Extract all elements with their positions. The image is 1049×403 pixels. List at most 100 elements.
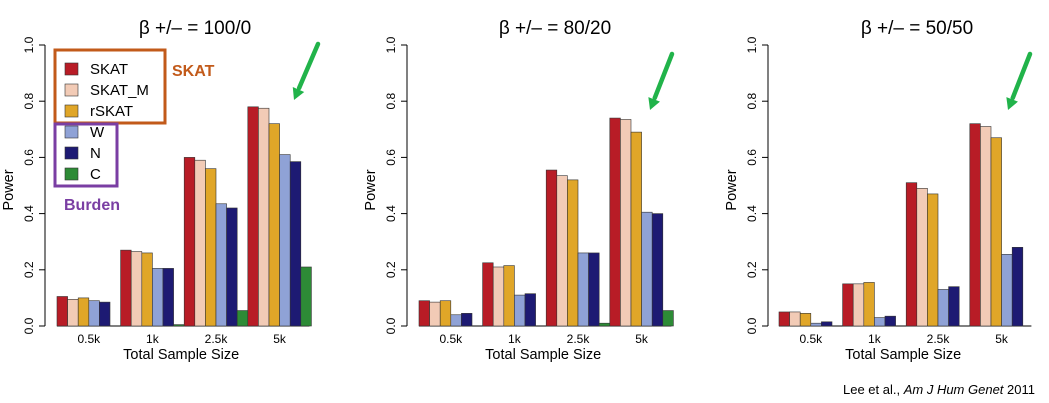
y-tick-label: 0.4 [384,205,398,222]
chart-title: β +/– = 80/20 [499,18,611,39]
bar-skat [56,296,68,327]
bar-n [1011,247,1024,327]
y-tick-label: 0.2 [745,261,759,278]
bar-skat-m [852,283,865,327]
x-tick-label: 5k [995,332,1009,346]
bar-skat [120,249,132,327]
y-tick-label: 0.0 [745,317,759,334]
highlight-arrow-head [292,87,305,100]
citation-year: 2011 [1003,382,1035,397]
legend-swatch-skat [64,62,79,76]
y-axis-label: Power [363,169,379,210]
y-axis-label: Power [1,169,17,210]
bar-c [598,322,611,327]
x-tick-label: 5k [273,332,287,346]
bar-skat [418,300,430,327]
chart-title: β +/– = 50/50 [861,18,973,39]
y-tick-label: 0.0 [384,317,398,334]
bar-n [524,293,536,327]
bar-skat-m [258,107,270,327]
highlight-arrow [1010,51,1033,101]
chart-title: β +/– = 100/0 [139,18,251,39]
bar-c [300,266,312,327]
x-tick-label: 1k [146,332,160,346]
bar-w [810,322,822,327]
bar-w [577,252,589,327]
bar-skat [778,311,790,327]
bar-rskat [630,131,642,327]
chart-panel-1: β +/– = 100/0 0.0 0.2 0.4 0.6 0.8 1.0 Power 0.5k… [1,18,321,363]
bar-n [948,286,960,327]
y-tick-label: 1.0 [22,36,36,53]
bar-rskat [990,137,1002,327]
bar-c [662,310,674,327]
legend-label: SKAT [90,61,128,78]
x-tick-label: 1k [508,332,522,346]
bar-w [874,317,886,327]
bar-w [450,314,462,327]
bar-w [641,211,653,327]
citation: Lee et al., Am J Hum Genet 2011 [843,382,1035,397]
bar-n [461,313,473,327]
legend-label: N [90,145,101,162]
bar-n [226,207,238,327]
y-axis-label: Power [724,169,740,210]
x-tick-label: 1k [868,332,882,346]
bar-w [152,268,164,327]
bar-w [279,154,291,327]
y-tick-label: 0.4 [22,205,36,222]
bar-c [236,310,249,327]
citation-prefix: Lee et al., [843,382,904,397]
legend-group-label: SKAT [172,63,215,80]
y-tick-label: 0.6 [745,149,759,166]
y-tick-label: 0.2 [22,261,36,278]
y-tick-label: 1.0 [384,36,398,53]
bar-n [289,161,302,327]
bar-w [514,294,526,327]
bar-skat-m [130,251,143,327]
bar-rskat [863,282,875,327]
bar-w [1001,254,1013,327]
legend-swatch-c [64,167,79,181]
highlight-arrow-head [1006,97,1018,110]
y-tick-label: 0.8 [745,93,759,110]
bar-skat [969,123,981,327]
legend-label: C [90,166,101,183]
x-tick-label: 2.5k [205,332,229,346]
legend-swatch-skat-m [64,83,79,97]
bar-skat [183,157,196,327]
highlight-arrow [296,41,321,91]
bar-c [173,324,185,327]
legend-label: W [90,124,105,141]
x-axis-label: Total Sample Size [485,347,601,363]
y-tick-label: 0.6 [384,149,398,166]
y-tick-label: 0.6 [22,149,36,166]
x-tick-label: 0.5k [439,332,463,346]
bar-skat [545,169,558,327]
bar-skat-m [67,299,79,327]
chart-panel-2: β +/– = 80/20 0.0 0.2 0.4 0.6 0.8 1.0 Power 0.5k… [363,18,675,363]
bar-n [588,252,600,327]
bar-skat-m [620,119,632,327]
legend-label: SKAT_M [90,82,149,99]
bar-skat [609,117,621,327]
bar-w [937,289,949,327]
bar-n [651,213,664,327]
bar-skat [482,262,494,327]
bar-n [884,315,896,327]
legend-swatch-w [64,125,79,139]
bar-skat [247,106,259,327]
bar-skat [842,283,854,327]
y-tick-label: 0.8 [22,93,36,110]
bar-rskat [927,193,939,327]
bar-skat-m [980,126,992,327]
bar-w [88,300,100,327]
bar-skat-m [194,159,206,327]
legend-label: rSKAT [90,103,133,120]
legend-group-label: Burden [64,197,120,214]
y-tick-label: 0.0 [22,317,36,334]
bar-rskat [268,123,280,327]
y-tick-label: 0.2 [384,261,398,278]
legend: SKAT SKAT SKAT_M rSKAT Burden WNC [53,48,215,214]
y-tick-label: 1.0 [745,36,759,53]
